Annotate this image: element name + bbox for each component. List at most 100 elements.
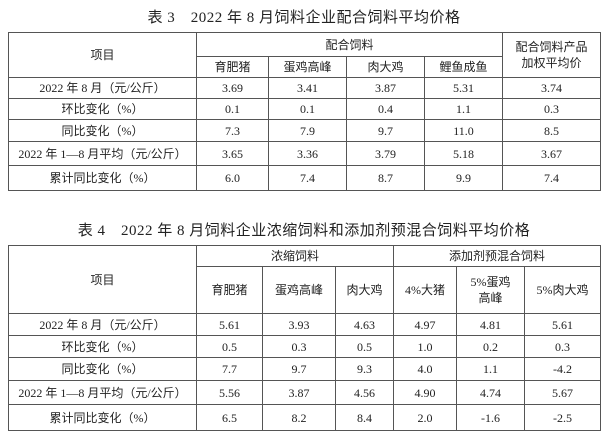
value-cell: 4.63 [335,313,394,336]
table-row: 累计同比变化（%） 6.0 7.4 8.7 9.9 7.4 [8,165,602,191]
value-cell: 1.1 [456,357,525,381]
column-header: 育肥猪 [196,266,263,314]
row-label: 同比变化（%） [8,119,197,142]
value-cell: 5.61 [524,313,601,336]
row-label: 环比变化（%） [8,98,197,120]
value-cell: 9.7 [346,119,425,142]
value-cell: 0.3 [262,335,336,358]
value-cell: 7.4 [268,165,347,191]
table-row: 育肥猪 蛋鸡高峰 肉大鸡 4%大猪 5%蛋鸡高峰 5%肉大鸡 [9,266,601,314]
column-header: 肉大鸡 [346,56,425,78]
table-row: 项目 浓缩饲料 添加剂预混合饲料 [8,245,601,314]
value-cell: 5.67 [524,380,601,405]
extra-header: 配合饲料产品加权平均价 [502,32,602,78]
value-cell: 4.90 [393,380,457,405]
group-header: 添加剂预混合饲料 [393,245,601,267]
row-label: 环比变化（%） [8,335,197,358]
value-cell: 5.31 [423,77,504,99]
row-label: 累计同比变化（%） [8,165,197,191]
value-cell: 5.18 [423,141,504,166]
table-title: 表 3 2022 年 8 月饲料企业配合饲料平均价格 [147,10,461,26]
value-cell: 4.97 [393,313,457,336]
value-cell: 9.9 [423,165,504,191]
value-cell: 0.3 [524,335,601,358]
value-cell: 8.7 [346,165,425,191]
value-cell: 3.87 [346,77,425,99]
row-label: 2022 年 1—8 月平均（元/公斤） [8,141,197,166]
data-table: 项目 配合饲料 配合饲料产品加权平均价 育肥猪 蛋鸡高峰 肉大鸡 鲤鱼成鱼 2022 年 8 … [8,32,602,191]
table-row: 环比变化（%） 0.5 0.3 0.5 1.0 0.2 0.3 [8,335,601,358]
column-header: 蛋鸡高峰 [262,266,336,314]
data-table: 项目 浓缩饲料 添加剂预混合饲料 育肥猪 蛋鸡高峰 肉大鸡 4%大猪 5%蛋鸡高峰 5%肉大鸡 2… [8,245,601,431]
value-cell: 8.2 [262,404,336,431]
table-row: 累计同比变化（%） 6.5 8.2 8.4 2.0 -1.6 -2.5 [8,404,601,431]
table-title: 表 4 2022 年 8 月饲料企业浓缩饲料和添加剂预混合饲料平均价格 [77,223,531,239]
value-cell: 8.4 [335,404,394,431]
column-header: 5%肉大鸡 [524,266,601,314]
value-cell: -4.2 [524,357,601,381]
value-cell: 9.3 [335,357,394,381]
item-header: 项目 [8,245,197,314]
value-cell: -1.6 [456,404,525,431]
value-cell: 8.5 [502,119,602,142]
value-cell: 6.0 [196,165,269,191]
value-cell: 0.4 [346,98,425,120]
group-header: 浓缩饲料 [196,245,394,267]
row-label: 累计同比变化（%） [8,404,197,431]
value-cell: 4.81 [456,313,525,336]
row-label: 2022 年 1—8 月平均（元/公斤） [8,380,197,405]
column-header: 鲤鱼成鱼 [423,56,504,78]
value-cell: 0.1 [196,98,269,120]
column-header-text: 5%蛋鸡高峰 [470,275,511,305]
value-cell: 3.67 [502,141,602,166]
value-cell: 3.74 [502,77,602,99]
value-cell: 0.5 [335,335,394,358]
value-cell: 4.74 [456,380,525,405]
value-cell: 9.7 [262,357,336,381]
value-cell: 3.79 [346,141,425,166]
value-cell: 7.4 [502,165,602,191]
table-row: 2022 年 1—8 月平均（元/公斤） 5.56 3.87 4.56 4.90 4.74… [8,380,601,405]
item-header: 项目 [8,32,197,78]
value-cell: 2.0 [393,404,457,431]
value-cell: 3.69 [196,77,269,99]
column-header: 蛋鸡高峰 [268,56,347,78]
table-row: 环比变化（%） 0.1 0.1 0.4 1.1 0.3 [8,98,602,120]
table-row: 同比变化（%） 7.7 9.7 9.3 4.0 1.1 -4.2 [8,357,601,381]
value-cell: 6.5 [196,404,263,431]
value-cell: 3.65 [196,141,269,166]
value-cell: 5.56 [196,380,263,405]
row-label: 同比变化（%） [8,357,197,381]
table-row: 2022 年 1—8 月平均（元/公斤） 3.65 3.36 3.79 5.18 3.67 [8,141,602,166]
value-cell: 7.9 [268,119,347,142]
value-cell: 7.3 [196,119,269,142]
column-header: 5%蛋鸡高峰 [456,266,525,314]
value-cell: 3.36 [268,141,347,166]
value-cell: 4.56 [335,380,394,405]
row-label: 2022 年 8 月（元/公斤） [8,313,197,336]
value-cell: 0.2 [456,335,525,358]
value-cell: 4.0 [393,357,457,381]
extra-header-text: 配合饲料产品加权平均价 [515,40,588,70]
value-cell: 1.0 [393,335,457,358]
value-cell: 3.41 [268,77,347,99]
value-cell: 0.3 [502,98,602,120]
value-cell: 11.0 [423,119,504,142]
row-label: 2022 年 8 月（元/公斤） [8,77,197,99]
table-row: 项目 配合饲料 配合饲料产品加权平均价 [8,32,602,78]
value-cell: 0.5 [196,335,263,358]
column-header: 4%大猪 [393,266,457,314]
value-cell: 3.93 [262,313,336,336]
table-row: 2022 年 8 月（元/公斤） 5.61 3.93 4.63 4.97 4.81 5.61 [8,313,601,336]
value-cell: -2.5 [524,404,601,431]
value-cell: 7.7 [196,357,263,381]
table-row: 2022 年 8 月（元/公斤） 3.69 3.41 3.87 5.31 3.74 [8,77,602,99]
column-header: 育肥猪 [196,56,269,78]
group-header: 配合饲料 [195,32,504,57]
table-row: 同比变化（%） 7.3 7.9 9.7 11.0 8.5 [8,119,602,142]
value-cell: 0.1 [268,98,347,120]
column-header: 肉大鸡 [335,266,394,314]
value-cell: 1.1 [423,98,504,120]
value-cell: 5.61 [196,313,263,336]
